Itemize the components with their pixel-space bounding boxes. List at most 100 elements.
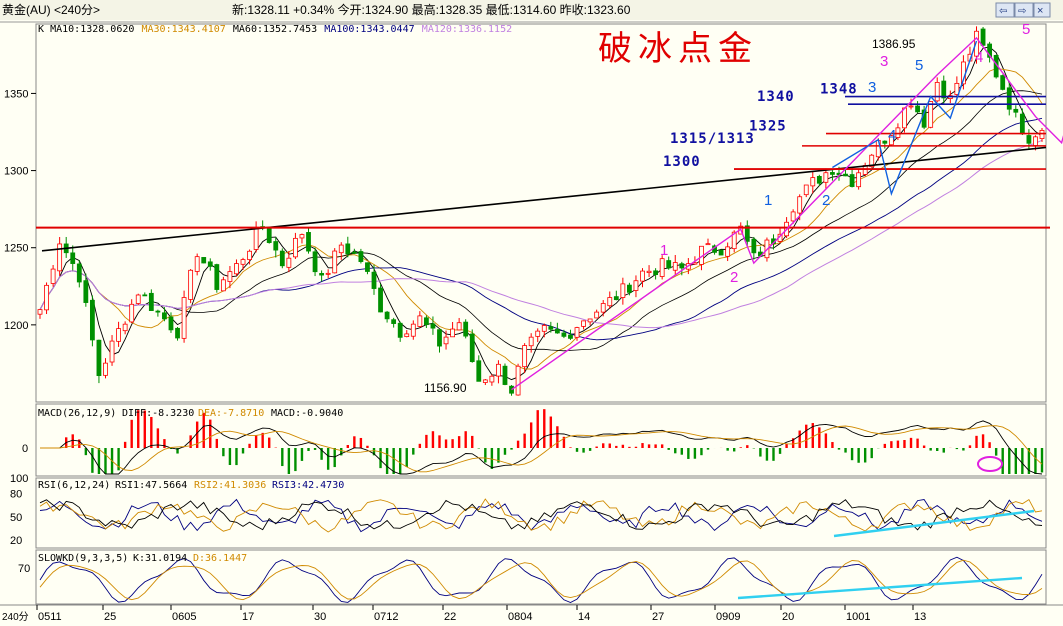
x-tick-label: 25 (104, 611, 116, 623)
candle (397, 322, 403, 338)
candle (234, 263, 239, 275)
rsi-line (39, 498, 1043, 533)
candle (515, 365, 521, 396)
candle (869, 154, 875, 168)
y-tick-label: 1200 (4, 320, 28, 332)
close-icon[interactable]: × (1033, 2, 1051, 18)
candle (587, 318, 593, 323)
wave-label: 1 (660, 242, 668, 259)
candle (640, 270, 645, 282)
candle (148, 292, 154, 311)
candle (338, 244, 344, 254)
legend-item: MA100:1343.0447 (324, 24, 414, 35)
ma-legend: K MA10:1328.0620 MA30:1343.4107 MA60:1352.7… (38, 24, 512, 35)
candle (247, 250, 252, 261)
candle (220, 279, 226, 292)
candle (744, 225, 750, 242)
x-tick-label: 20 (782, 611, 794, 623)
level-label: 1340 (757, 89, 795, 105)
candle (633, 280, 639, 291)
candle (489, 375, 495, 383)
candle (1006, 87, 1012, 110)
high-label: 1386.95 (872, 37, 916, 51)
candle (482, 379, 488, 383)
candle (469, 333, 475, 363)
candle (168, 316, 174, 331)
candle (613, 296, 619, 301)
legend-item: MA60:1352.7453 (233, 24, 317, 35)
candle (902, 107, 907, 129)
candle (653, 270, 659, 276)
candle (155, 310, 161, 313)
panel-border (35, 403, 1047, 477)
wave-label: 3 (868, 79, 876, 96)
candle (581, 320, 586, 327)
candle (240, 259, 246, 265)
candle (312, 251, 318, 273)
svg-text:⇨: ⇨ (1018, 6, 1026, 17)
kd-k-line (39, 556, 1043, 603)
ma-line (39, 68, 1043, 370)
rsi-line (39, 499, 1043, 531)
candle (646, 270, 652, 274)
x-tick-label: 22 (444, 611, 456, 623)
candle (620, 283, 626, 298)
candle (790, 211, 796, 222)
x-tick-label: 0511 (38, 611, 62, 623)
candle (705, 243, 711, 246)
period-label: <240分> (54, 3, 100, 17)
wave-label: 5 (915, 57, 923, 74)
candle (437, 329, 442, 347)
candle (456, 322, 462, 331)
candle (89, 299, 95, 341)
candle (797, 196, 803, 214)
x-tick-label: 0712 (374, 611, 398, 623)
kd-title: SLOWKD(9,3,3,5) (38, 553, 128, 564)
wave-label: 5 (1022, 21, 1030, 38)
candle (554, 329, 560, 334)
candle (627, 284, 632, 293)
candle (122, 323, 128, 332)
candle (116, 328, 121, 342)
kd-d-value: D:36.1447 (193, 553, 247, 564)
wave-path (511, 36, 1063, 391)
rsi3-value: RSI3:42.4730 (272, 480, 344, 491)
macd-dea-line (40, 425, 1043, 473)
candle (882, 140, 888, 144)
candle (502, 365, 508, 385)
time-axis: 0511 25 0605 17 30 0712 22 0804 14 27 0909 20 1001 13 (0, 604, 1063, 623)
wave-label: 4 (888, 127, 896, 144)
kd-tick-label: 70 (18, 563, 30, 575)
rsi-tick-label: 20 (10, 535, 22, 547)
macd-chart: 0 (22, 409, 1044, 475)
candle (659, 258, 665, 277)
candle (888, 135, 894, 146)
y-tick-label: 1250 (4, 243, 28, 255)
svg-text:×: × (1037, 5, 1043, 17)
trendline (41, 146, 1047, 252)
prev-icon[interactable]: ⇦ (995, 2, 1015, 18)
next-icon[interactable]: ⇨ (1014, 2, 1034, 18)
candle (410, 323, 416, 337)
candle (843, 173, 848, 177)
ma-line (39, 90, 1043, 352)
rsi-chart: 100 80 50 20 (10, 473, 1043, 547)
wave-label: 4 (975, 49, 983, 66)
candle (50, 268, 56, 284)
x-tick-label: 0909 (716, 611, 740, 623)
rsi2-value: RSI2:41.3036 (194, 480, 266, 491)
y-tick-label: 1300 (4, 166, 28, 178)
candle (345, 243, 351, 255)
macd-title: MACD(26,12,9) (38, 408, 116, 419)
candle (351, 251, 357, 254)
candle (941, 80, 947, 99)
low-label: 1156.90 (424, 381, 467, 395)
candle (816, 176, 822, 184)
candle (450, 328, 455, 338)
candle (365, 262, 370, 272)
candle (279, 250, 285, 267)
candle (201, 257, 207, 264)
candle (463, 321, 469, 337)
